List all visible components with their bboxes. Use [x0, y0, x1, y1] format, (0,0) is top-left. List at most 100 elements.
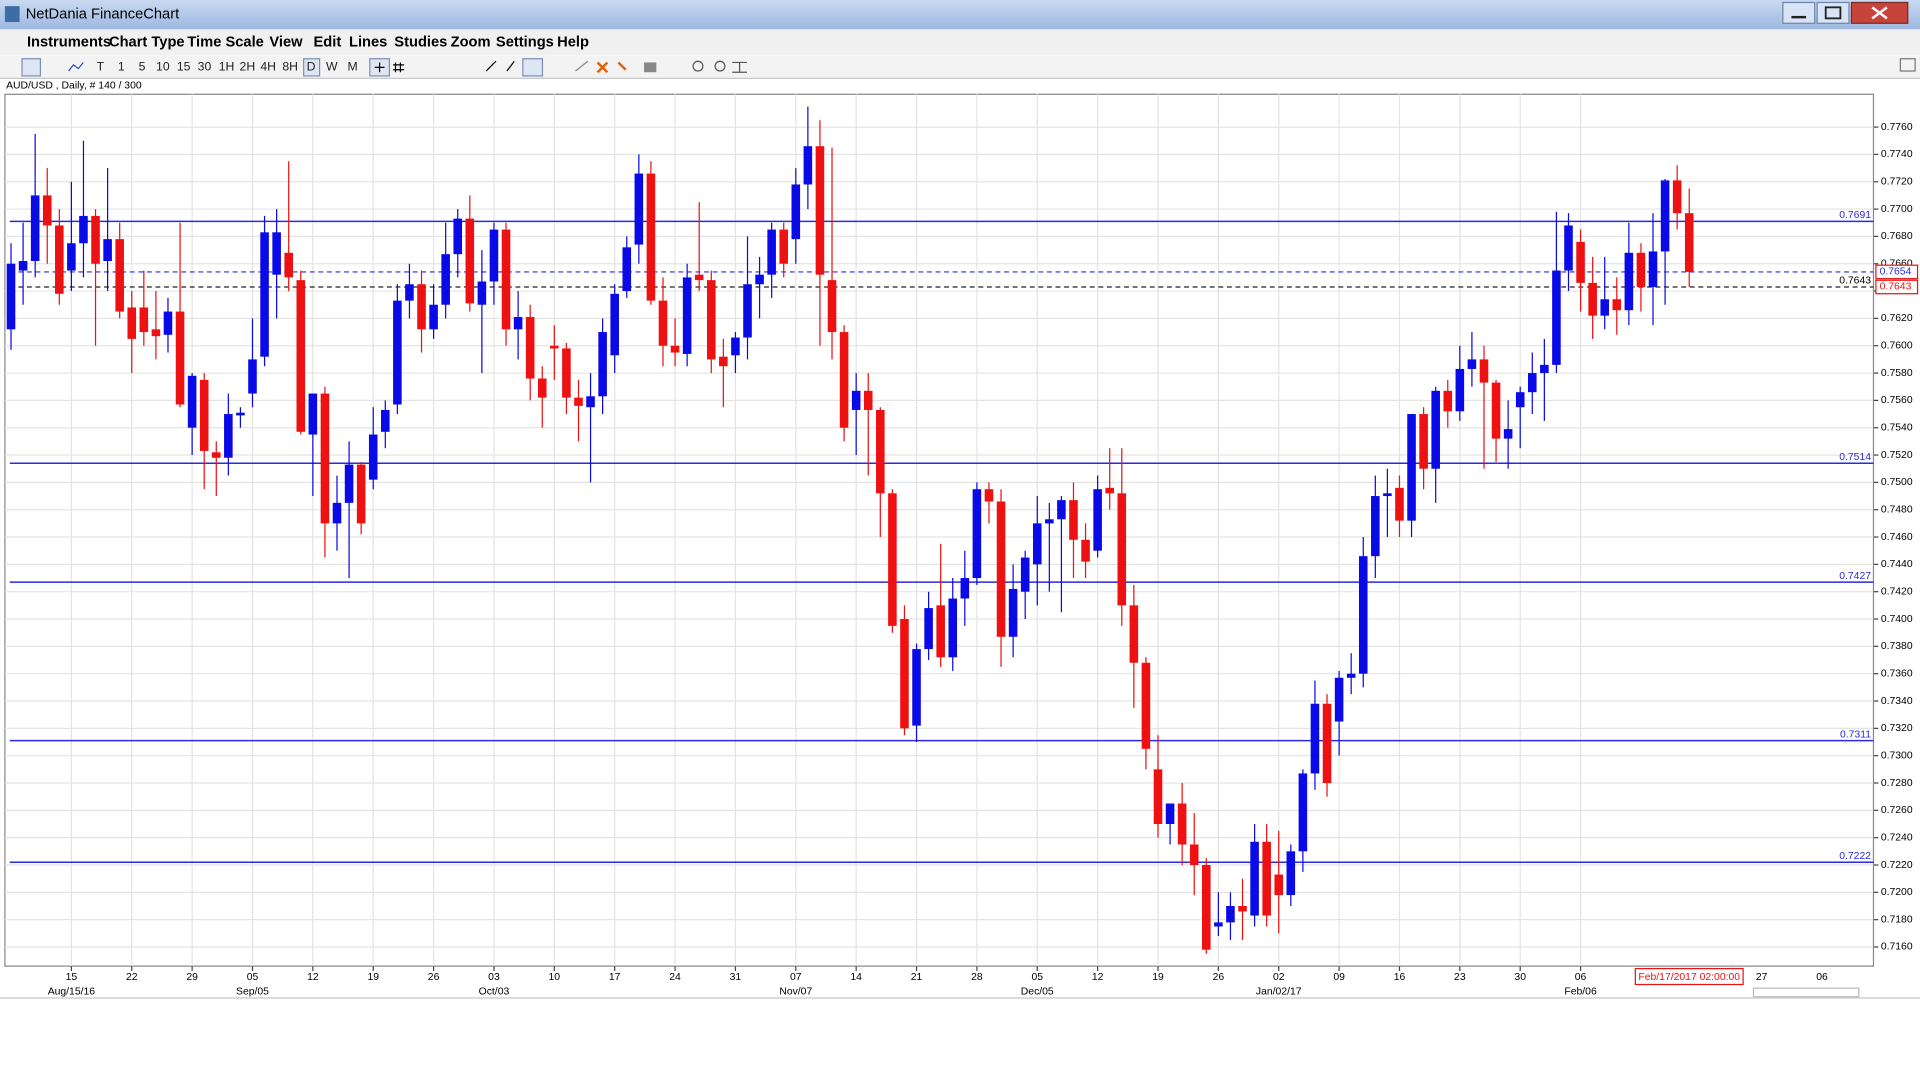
candle-body: [1383, 493, 1392, 497]
y-tick-label: 0.7220: [1881, 860, 1913, 871]
candle-body: [1564, 225, 1573, 271]
period-button[interactable]: 4H: [260, 60, 276, 74]
x-tick-label: 29: [186, 972, 198, 983]
y-tick-label: 0.7200: [1881, 887, 1913, 898]
fib-tool[interactable]: [522, 58, 544, 77]
x-tick-label: 19: [367, 972, 379, 983]
x-month-label: Oct/03: [479, 987, 510, 998]
period-button[interactable]: M: [348, 60, 358, 74]
delete-tool[interactable]: [596, 61, 609, 74]
candle-body: [1358, 556, 1368, 674]
x-tick-label: 10: [549, 972, 561, 983]
candle-body: [224, 414, 233, 458]
menu-item[interactable]: Time Scale: [187, 35, 263, 51]
menu-item[interactable]: Settings: [496, 35, 554, 51]
x-tick-label: 09: [1333, 972, 1345, 983]
candle-body: [1455, 368, 1465, 412]
candle-body: [562, 348, 571, 398]
candle-body: [1443, 390, 1453, 412]
candle-body: [670, 345, 680, 353]
line-label: 0.7691: [1839, 210, 1871, 221]
menu-item[interactable]: Edit: [313, 35, 341, 51]
candle-body: [622, 247, 632, 292]
menu-item[interactable]: View: [269, 35, 303, 51]
period-button[interactable]: 15: [177, 60, 191, 74]
candle-body: [453, 218, 463, 255]
candle-body: [356, 464, 366, 524]
period-button[interactable]: D: [307, 60, 316, 74]
x-tick-label: 16: [1394, 972, 1406, 983]
period-button[interactable]: 30: [198, 60, 212, 74]
maximize-button[interactable]: [1816, 1, 1850, 24]
x-tick-label: 14: [850, 972, 862, 983]
menu-bar: [0, 29, 1920, 56]
grid-tool[interactable]: [393, 62, 405, 73]
line-tool[interactable]: [68, 62, 84, 72]
candle-body: [996, 501, 1006, 637]
period-button[interactable]: 1H: [219, 60, 235, 74]
period-button[interactable]: 10: [156, 60, 170, 74]
minimize-button[interactable]: [1782, 1, 1816, 24]
candle-body: [876, 409, 885, 494]
candle-body: [1612, 299, 1622, 311]
period-button[interactable]: 5: [139, 60, 146, 74]
x-tick-label: 06: [1816, 972, 1828, 983]
candle-body: [18, 261, 28, 271]
candle-body: [1407, 414, 1416, 521]
candle-body: [1202, 865, 1211, 950]
candle-body: [513, 317, 523, 330]
y-tick-label: 0.7500: [1881, 477, 1913, 488]
selected-period: [303, 58, 321, 77]
axis-value-box: [1875, 279, 1919, 295]
candle-body: [381, 409, 390, 432]
candle-body: [344, 464, 354, 503]
candle-body: [1226, 905, 1235, 923]
menu-item[interactable]: Lines: [349, 35, 387, 51]
fit-tool[interactable]: [732, 61, 747, 73]
candle-body: [103, 239, 112, 262]
candle-body: [682, 277, 692, 354]
period-button[interactable]: 1: [118, 60, 125, 74]
menu-item[interactable]: Zoom: [451, 35, 491, 51]
y-tick-label: 0.7700: [1881, 204, 1913, 215]
x-tick-label: 21: [911, 972, 923, 983]
candle-body: [1684, 213, 1694, 272]
candle-body: [537, 378, 547, 398]
candle-body: [1515, 392, 1525, 408]
x-tick-label: 23: [1454, 972, 1466, 983]
candle-body: [936, 605, 945, 658]
candle-body: [1660, 180, 1670, 252]
x-tick-label: 05: [1031, 972, 1043, 983]
candle-body: [1177, 803, 1187, 845]
candle-body: [211, 452, 221, 458]
print-tool[interactable]: [644, 62, 657, 73]
period-button[interactable]: T: [97, 60, 105, 74]
period-button[interactable]: 8H: [282, 60, 298, 74]
period-button[interactable]: 2H: [240, 60, 256, 74]
zoom-in-tool[interactable]: [692, 60, 704, 72]
axis-value-label: 0.7654: [1880, 267, 1912, 278]
candle-body: [839, 332, 849, 428]
candle-body: [1588, 282, 1597, 316]
scroll-handle[interactable]: [1752, 987, 1860, 998]
x-tick-label: 05: [247, 972, 259, 983]
menu-item[interactable]: Help: [557, 35, 589, 51]
y-tick-label: 0.7580: [1881, 368, 1913, 379]
trend-tools[interactable]: [485, 60, 515, 72]
candle-body: [67, 243, 76, 271]
menu-item[interactable]: Studies: [394, 35, 447, 51]
candle-body: [1008, 588, 1018, 637]
close-icon: [1871, 6, 1888, 20]
candle-body: [658, 300, 668, 346]
menu-item[interactable]: Chart Type: [109, 35, 185, 51]
menu-item[interactable]: Instruments: [27, 35, 111, 51]
x-tick-label: 12: [1092, 972, 1104, 983]
panel-toggle[interactable]: [1899, 58, 1916, 72]
period-button[interactable]: W: [326, 60, 338, 74]
delete-all-tool[interactable]: [617, 61, 627, 71]
axis-value-box: [1875, 264, 1919, 280]
candle-tool[interactable]: [21, 58, 42, 77]
zoom-out-tool[interactable]: [714, 60, 726, 72]
draw-tool[interactable]: [575, 60, 589, 72]
